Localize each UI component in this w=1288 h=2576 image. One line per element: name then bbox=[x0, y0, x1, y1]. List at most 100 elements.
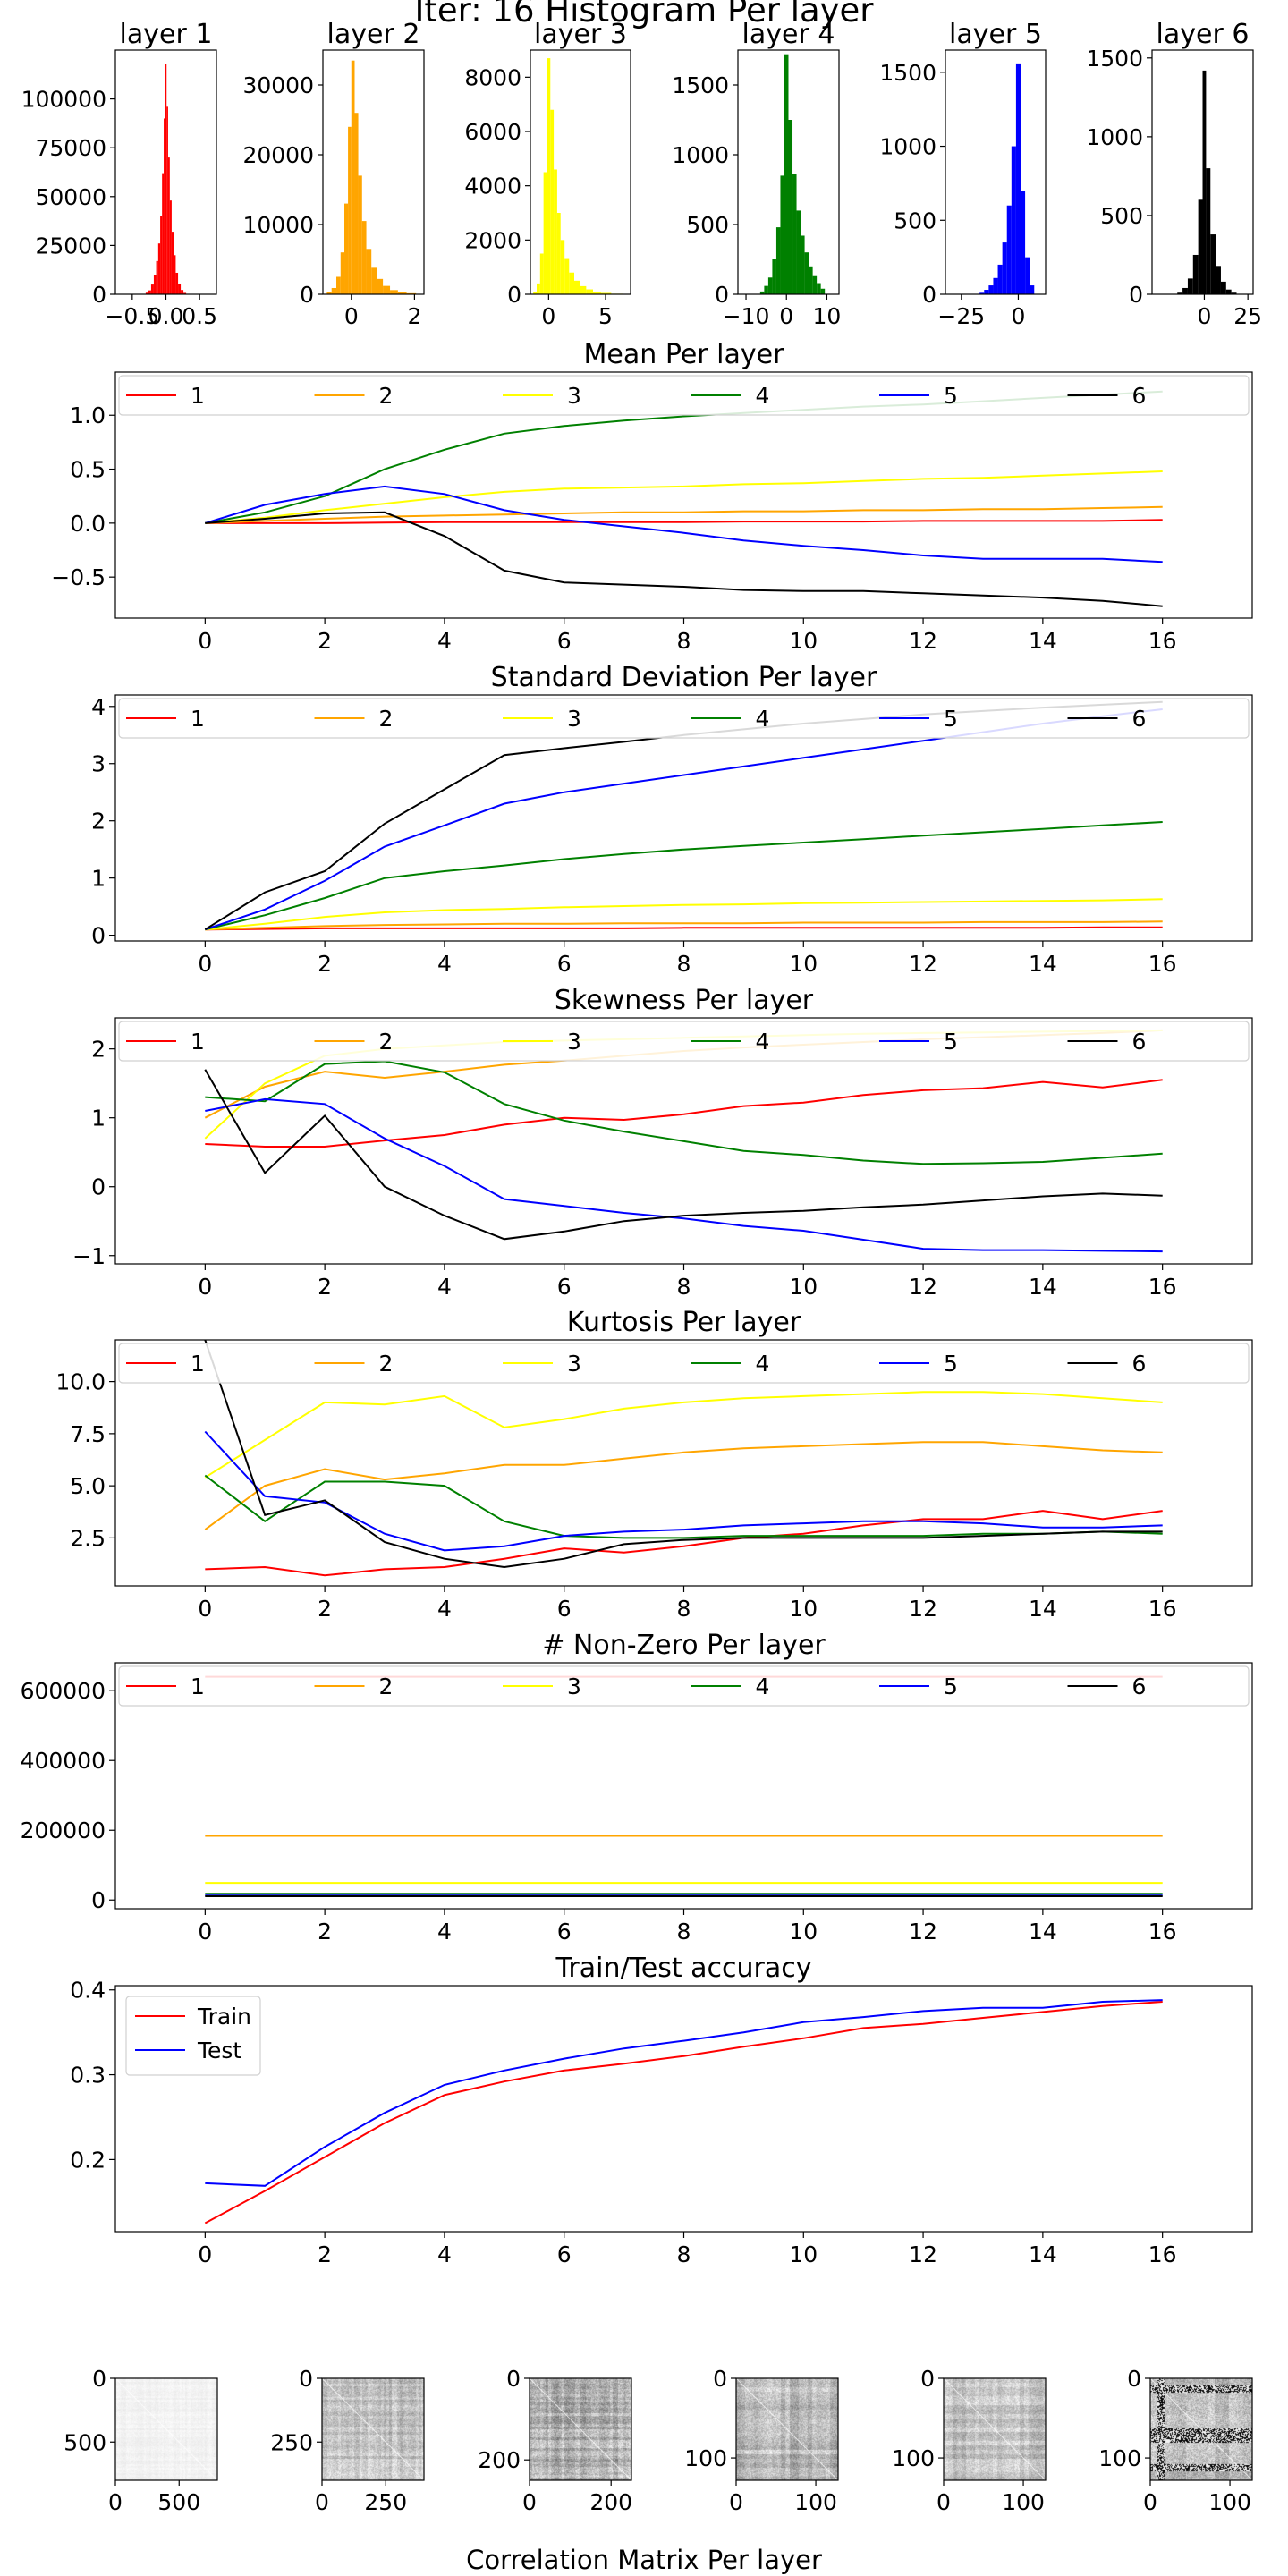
legend-label: 6 bbox=[1132, 1029, 1147, 1055]
y-tick-label: 4 bbox=[91, 694, 106, 720]
series-lines bbox=[205, 1675, 1163, 1897]
x-tick-label: 8 bbox=[677, 2241, 691, 2267]
x-tick-label: 12 bbox=[909, 1274, 937, 1300]
y-tick-label: 500 bbox=[1100, 203, 1143, 229]
histogram-bar bbox=[993, 277, 998, 294]
correlation-matrix-1: 0 500 0 500 bbox=[64, 2366, 218, 2515]
histogram-bar bbox=[1021, 191, 1026, 294]
legend-label: 2 bbox=[379, 1029, 394, 1055]
x-tick-label: 2 bbox=[318, 628, 332, 654]
x-tick-label: 2 bbox=[407, 303, 421, 329]
x-tick-label: 16 bbox=[1148, 628, 1177, 654]
histogram-bar bbox=[1216, 266, 1221, 294]
y-tick-label: 8000 bbox=[464, 64, 521, 90]
histogram-bars bbox=[1177, 70, 1237, 294]
series-line-4 bbox=[205, 1060, 1163, 1165]
histogram-bar bbox=[801, 235, 805, 294]
legend-label: 3 bbox=[567, 1029, 581, 1055]
x-tick-label: 100 bbox=[794, 2489, 837, 2515]
histogram-bar bbox=[358, 175, 362, 294]
legend-label: 3 bbox=[567, 1674, 581, 1699]
x-tick-label: 4 bbox=[437, 628, 452, 654]
x-tick-label: 0.0 bbox=[148, 303, 184, 329]
histogram-bar bbox=[344, 203, 349, 294]
axes-frame bbox=[114, 1339, 1253, 1587]
y-tick-label: 0 bbox=[91, 1887, 106, 1913]
histogram-bar bbox=[351, 60, 355, 294]
histogram-bar bbox=[340, 252, 345, 294]
x-tick-label: 4 bbox=[437, 2241, 452, 2267]
x-tick-label: 14 bbox=[1029, 951, 1057, 977]
y-tick-label: 25000 bbox=[35, 233, 106, 258]
correlation-matrix-2: 0 250 0 250 bbox=[270, 2366, 425, 2515]
y-tick-label: 1 bbox=[91, 1106, 106, 1131]
histogram-title: layer 1 bbox=[120, 19, 213, 50]
histogram-bar bbox=[1231, 292, 1237, 294]
series-line-3 bbox=[205, 470, 1163, 524]
histogram-bar bbox=[600, 292, 612, 294]
histogram-bar bbox=[586, 289, 593, 294]
histogram-bar bbox=[1220, 281, 1226, 294]
y-tick-label: 0 bbox=[507, 282, 521, 308]
histogram-bar bbox=[183, 292, 187, 294]
series-line-2 bbox=[204, 1441, 1163, 1530]
x-tick-label: 0 bbox=[198, 1919, 212, 1945]
histogram-bar bbox=[1225, 289, 1232, 294]
histogram-bar bbox=[547, 58, 551, 294]
histogram-bar bbox=[162, 173, 165, 294]
y-tick-label: 1 bbox=[91, 866, 106, 892]
histogram-bar bbox=[1006, 205, 1012, 294]
histogram-bar bbox=[167, 157, 170, 294]
legend-box bbox=[118, 1665, 1250, 1707]
histogram-bar bbox=[1177, 292, 1183, 294]
x-tick-label: 8 bbox=[677, 1919, 691, 1945]
axes-frame bbox=[735, 2377, 839, 2481]
legend-label: 4 bbox=[756, 1351, 770, 1377]
x-tick-label: 0 bbox=[729, 2489, 743, 2515]
y-tick-label: 1000 bbox=[672, 142, 729, 168]
histogram-bar bbox=[984, 290, 989, 294]
histogram-bars bbox=[759, 54, 826, 294]
x-tick-label: 0 bbox=[522, 2489, 537, 2515]
histogram-bar bbox=[354, 113, 359, 294]
y-tick-label: 500 bbox=[894, 208, 936, 233]
x-tick-label: 250 bbox=[364, 2489, 407, 2515]
y-tick-label: 0 bbox=[506, 2366, 521, 2392]
y-tick-label: 0 bbox=[715, 282, 729, 308]
histogram-bar bbox=[175, 272, 179, 294]
y-tick-label: 600000 bbox=[21, 1678, 106, 1704]
histogram-bar bbox=[788, 120, 793, 294]
x-tick-label: 0 bbox=[1012, 303, 1026, 329]
series-lines bbox=[204, 1999, 1163, 2224]
x-tick-label: 0 bbox=[1143, 2489, 1157, 2515]
histogram-bar bbox=[165, 64, 167, 294]
axes-frame bbox=[114, 1985, 1253, 2233]
legend-label: 6 bbox=[1132, 1674, 1147, 1699]
y-tick-label: 6000 bbox=[464, 119, 521, 145]
axes-frame bbox=[529, 2377, 632, 2481]
x-tick-label: 12 bbox=[909, 1919, 937, 1945]
histogram-bar bbox=[809, 266, 813, 294]
legend-label: 5 bbox=[944, 706, 958, 732]
x-tick-label: 14 bbox=[1029, 1919, 1057, 1945]
histogram-1: −0.50.00.5 0 25000 50000 75000 100000 layer 1 bbox=[21, 19, 217, 329]
y-tick-label: 0 bbox=[92, 282, 106, 308]
y-tick-label: 0 bbox=[920, 2366, 935, 2392]
legend-box bbox=[118, 1021, 1250, 1062]
y-tick-label: 2 bbox=[91, 809, 106, 835]
axes-frame bbox=[114, 694, 1253, 942]
y-tick-label: 100 bbox=[1098, 2445, 1141, 2471]
legend-label: 4 bbox=[756, 706, 770, 732]
histogram-title: layer 3 bbox=[534, 19, 627, 50]
y-tick-label: 1500 bbox=[879, 60, 936, 86]
histogram-title: layer 6 bbox=[1157, 19, 1250, 50]
x-tick-label: 0 bbox=[1197, 303, 1211, 329]
y-tick-label: 0 bbox=[922, 282, 936, 308]
histogram-bar bbox=[1206, 168, 1211, 294]
x-tick-label: −25 bbox=[937, 303, 985, 329]
x-tick-label: 12 bbox=[909, 2241, 937, 2267]
